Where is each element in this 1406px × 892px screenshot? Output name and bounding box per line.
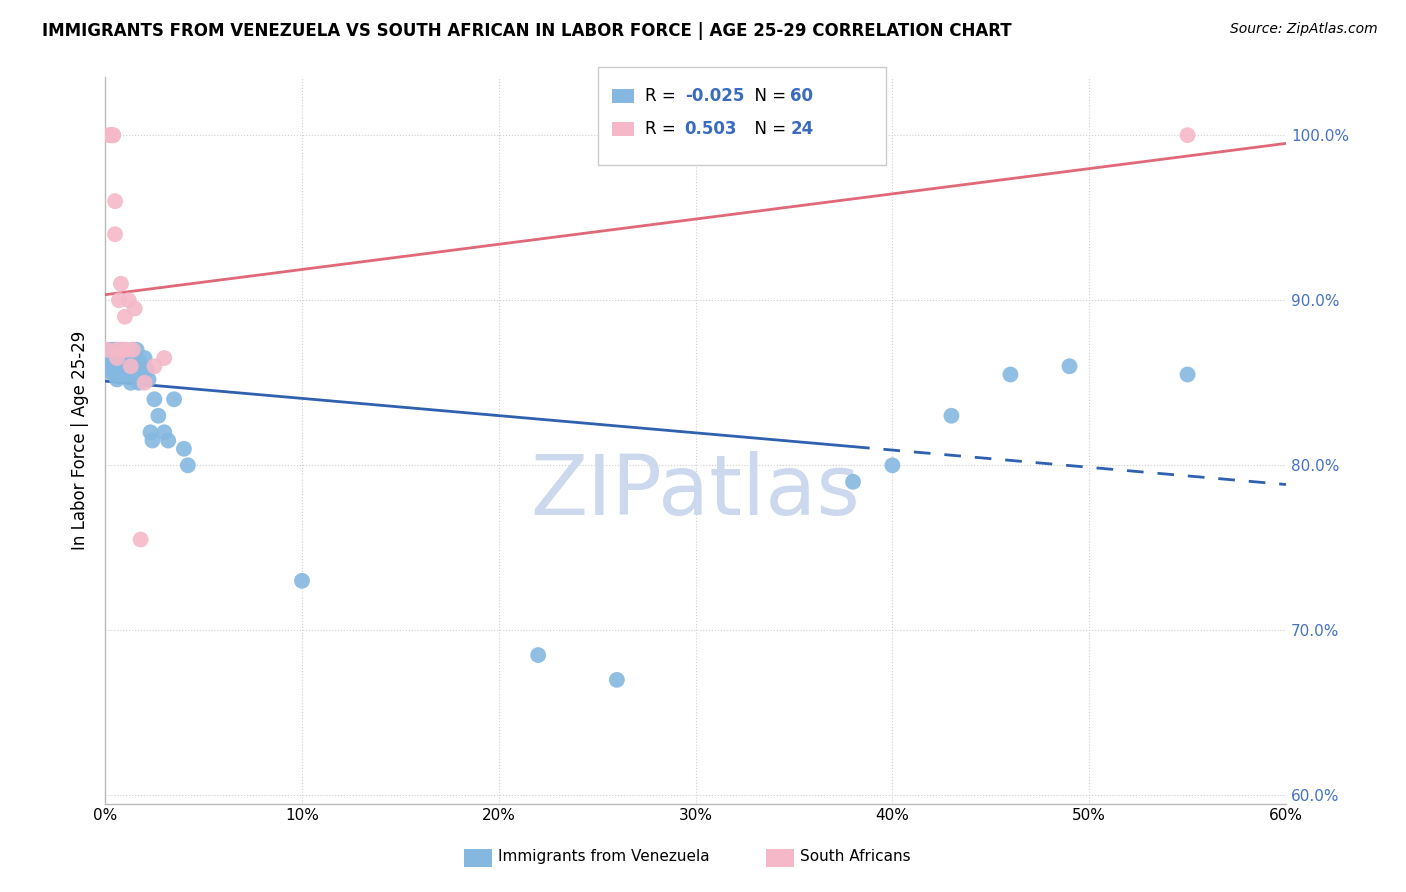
Point (143, 392, 166, 407)
Point (111, 359, 134, 374)
Text: -0.025: -0.025 (685, 87, 744, 105)
Point (115, 343, 138, 357)
Point (110, 343, 132, 357)
Point (138, 372, 160, 386)
Point (125, 343, 148, 357)
Point (124, 301, 146, 316)
Point (108, 293, 131, 308)
Point (104, 359, 127, 374)
Point (105, 343, 128, 357)
Point (134, 351, 156, 365)
Text: N =: N = (744, 87, 792, 105)
Point (114, 343, 136, 357)
Point (129, 533, 152, 547)
Text: 0.503: 0.503 (685, 120, 737, 138)
Point (104, 194, 127, 209)
Point (100, 128, 122, 143)
Point (110, 277, 132, 291)
Text: Immigrants from Venezuela: Immigrants from Venezuela (498, 849, 710, 863)
Point (125, 359, 148, 374)
Point (129, 356, 152, 370)
Point (105, 372, 128, 386)
Point (882, 458, 904, 473)
Point (100, 128, 122, 143)
Point (100, 356, 122, 370)
Point (115, 359, 138, 374)
Point (291, 574, 314, 588)
Point (118, 362, 141, 376)
Point (108, 351, 131, 365)
Point (941, 409, 963, 423)
Text: R =: R = (645, 120, 686, 138)
Point (135, 362, 157, 376)
Point (124, 351, 146, 365)
Text: IMMIGRANTS FROM VENEZUELA VS SOUTH AFRICAN IN LABOR FORCE | AGE 25-29 CORRELATIO: IMMIGRANTS FROM VENEZUELA VS SOUTH AFRIC… (42, 22, 1012, 40)
Point (98, 343, 121, 357)
Point (96, 359, 118, 374)
Point (157, 434, 180, 448)
Point (1177, 128, 1199, 143)
Point (177, 458, 200, 473)
Point (1059, 359, 1081, 374)
Text: R =: R = (645, 87, 682, 105)
Point (98, 128, 121, 143)
Point (143, 359, 166, 374)
Point (842, 475, 865, 489)
Point (98, 351, 121, 365)
Point (173, 442, 195, 456)
Point (527, 648, 550, 662)
Point (105, 343, 128, 357)
Point (148, 409, 170, 423)
Point (101, 128, 124, 143)
Point (121, 343, 143, 357)
Point (153, 351, 176, 365)
Point (114, 351, 136, 365)
Point (104, 227, 127, 242)
Point (1000, 368, 1022, 382)
Text: South Africans: South Africans (800, 849, 911, 863)
Point (134, 376, 156, 390)
Point (111, 343, 134, 357)
Point (141, 434, 163, 448)
Point (153, 425, 176, 440)
Point (101, 346, 124, 360)
Point (104, 343, 127, 357)
Point (100, 362, 122, 376)
Point (105, 351, 128, 365)
Text: 24: 24 (790, 120, 814, 138)
Point (100, 366, 122, 380)
Point (139, 425, 162, 440)
Point (1177, 368, 1199, 382)
Text: N =: N = (744, 120, 792, 138)
Point (120, 359, 142, 374)
Point (101, 362, 124, 376)
Point (101, 128, 124, 143)
Text: Source: ZipAtlas.com: Source: ZipAtlas.com (1230, 22, 1378, 37)
Point (111, 346, 134, 360)
Point (121, 368, 143, 382)
Point (121, 343, 143, 357)
Point (115, 368, 138, 382)
Point (110, 356, 132, 370)
Point (163, 392, 186, 407)
Point (118, 293, 141, 308)
Point (120, 376, 142, 390)
Point (114, 310, 136, 324)
Point (96, 343, 118, 357)
Point (108, 368, 131, 382)
Point (114, 368, 136, 382)
Point (101, 343, 124, 357)
Point (104, 368, 127, 382)
Y-axis label: In Labor Force | Age 25-29: In Labor Force | Age 25-29 (72, 331, 89, 550)
Point (128, 376, 150, 390)
Point (118, 346, 141, 360)
Point (120, 359, 142, 374)
Text: 60: 60 (790, 87, 813, 105)
Point (131, 362, 153, 376)
Point (606, 673, 628, 687)
Point (105, 359, 128, 374)
Text: ZIPatlas: ZIPatlas (530, 450, 860, 532)
Point (110, 362, 132, 376)
